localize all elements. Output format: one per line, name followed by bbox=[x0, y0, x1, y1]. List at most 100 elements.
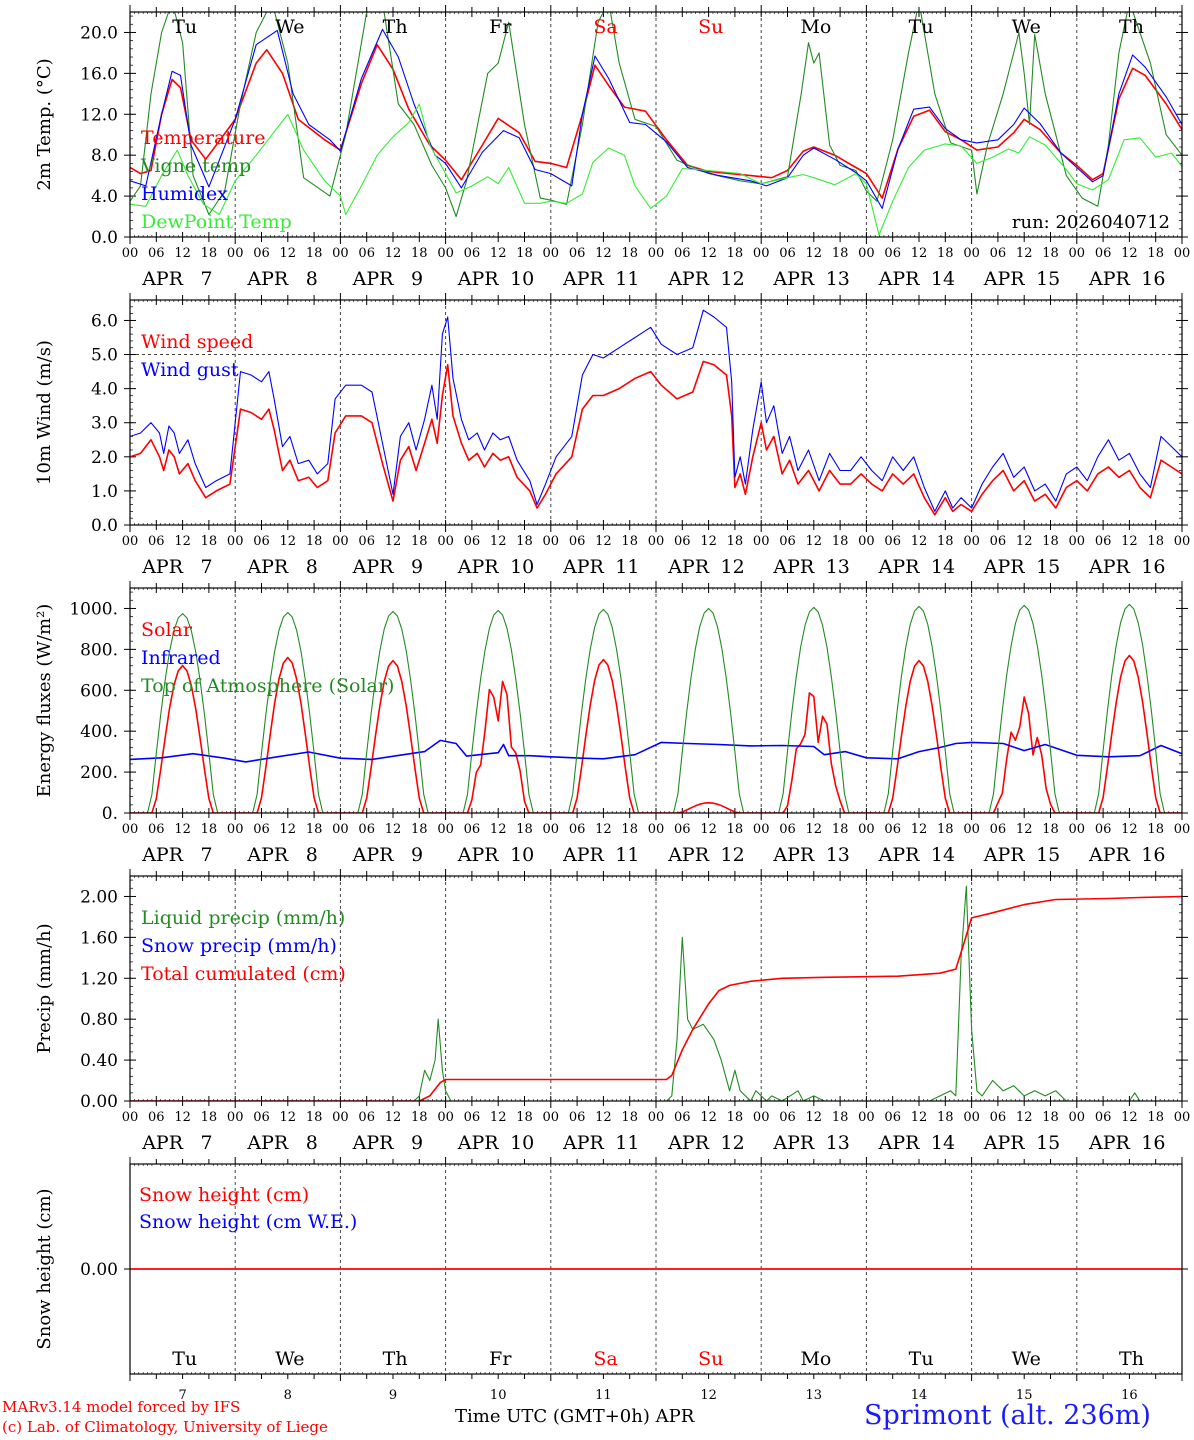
panel-frame bbox=[129, 587, 1183, 814]
hour-tick-label: 18 bbox=[411, 822, 428, 837]
hour-tick-label: 18 bbox=[832, 822, 849, 837]
hour-tick-label: 06 bbox=[990, 246, 1007, 261]
y-tick-label: 1.0 bbox=[91, 482, 118, 502]
hour-tick-label: 06 bbox=[253, 1110, 270, 1125]
y-tick-label: 0.0 bbox=[91, 516, 118, 536]
series-vigne-temp bbox=[130, 12, 1182, 218]
hour-tick-label: 18 bbox=[1042, 246, 1059, 261]
legend-entry: Liquid precip (mm/h) bbox=[141, 907, 345, 929]
weekday-label-bottom: Th bbox=[383, 1348, 408, 1370]
hour-tick-label: 06 bbox=[358, 822, 375, 837]
hour-tick-label: 18 bbox=[516, 1110, 533, 1125]
y-tick-label: 4.0 bbox=[91, 380, 118, 400]
date-day-label: 15 bbox=[1036, 268, 1060, 290]
date-day-label: 7 bbox=[201, 1132, 213, 1154]
hour-tick-label: 18 bbox=[201, 822, 218, 837]
series-group bbox=[130, 603, 1182, 813]
hour-tick-label: 18 bbox=[727, 534, 744, 549]
hour-tick-label: 12 bbox=[700, 822, 717, 837]
date-month-label: APR bbox=[983, 268, 1026, 290]
date-month-label: APR bbox=[878, 556, 921, 578]
date-day-label: 7 bbox=[201, 556, 213, 578]
hour-tick-label: 18 bbox=[621, 534, 638, 549]
bottom-day-number: 13 bbox=[806, 1388, 823, 1403]
date-month-label: APR bbox=[352, 268, 395, 290]
hour-tick-label: 06 bbox=[358, 246, 375, 261]
date-day-label: 8 bbox=[306, 844, 318, 866]
date-month-label: APR bbox=[667, 1132, 710, 1154]
weekday-label-bottom: We bbox=[1012, 1348, 1041, 1370]
weekday-label-bottom: Sa bbox=[593, 1348, 617, 1370]
hour-tick-label: 00 bbox=[437, 822, 454, 837]
date-day-label: 12 bbox=[721, 1132, 745, 1154]
legend-entry: Temperature bbox=[141, 127, 265, 149]
series-wind-speed bbox=[130, 360, 1182, 516]
y-tick-label: 0.40 bbox=[80, 1051, 118, 1071]
series-liquid-precip-mm-h- bbox=[130, 885, 1182, 1101]
hour-tick-label: 00 bbox=[1069, 822, 1086, 837]
series-infrared bbox=[130, 739, 1182, 763]
date-day-label: 12 bbox=[721, 556, 745, 578]
date-month-label: APR bbox=[457, 1132, 500, 1154]
hour-tick-label: 12 bbox=[1121, 822, 1138, 837]
date-month-label: APR bbox=[141, 268, 184, 290]
panel-frame bbox=[129, 11, 1183, 238]
weekday-label-bottom: We bbox=[275, 1348, 304, 1370]
date-day-label: 10 bbox=[510, 556, 534, 578]
hour-tick-label: 18 bbox=[201, 534, 218, 549]
hour-tick-label: 18 bbox=[1147, 822, 1164, 837]
hour-tick-label: 12 bbox=[911, 1110, 928, 1125]
hour-tick-label: 18 bbox=[937, 246, 954, 261]
hour-tick-label: 00 bbox=[858, 246, 875, 261]
panel-frame bbox=[129, 875, 1183, 1102]
hour-tick-label: 00 bbox=[332, 246, 349, 261]
hour-tick-label: 18 bbox=[516, 822, 533, 837]
weekday-label-top: We bbox=[275, 16, 304, 38]
y-tick-label: 8.0 bbox=[91, 146, 118, 166]
date-day-label: 15 bbox=[1036, 1132, 1060, 1154]
date-month-label: APR bbox=[667, 556, 710, 578]
hour-tick-label: 00 bbox=[1069, 534, 1086, 549]
legend-entry: Top of Atmosphere (Solar) bbox=[141, 675, 394, 697]
hour-tick-label: 18 bbox=[727, 1110, 744, 1125]
date-day-label: 15 bbox=[1036, 844, 1060, 866]
hour-tick-label: 06 bbox=[569, 822, 586, 837]
date-month-label: APR bbox=[667, 844, 710, 866]
date-month-label: APR bbox=[772, 556, 815, 578]
weekday-label-top: Th bbox=[1119, 16, 1144, 38]
hour-tick-label: 00 bbox=[437, 246, 454, 261]
time-axis-label: Time UTC (GMT+0h) APR bbox=[455, 1406, 695, 1427]
date-month-label: APR bbox=[246, 556, 289, 578]
y-tick-label: 0.0 bbox=[91, 228, 118, 248]
hour-tick-label: 12 bbox=[174, 534, 191, 549]
date-day-label: 8 bbox=[306, 268, 318, 290]
y-tick-label: 16.0 bbox=[80, 64, 118, 84]
panel-wind bbox=[124, 293, 1188, 532]
date-month-label: APR bbox=[983, 844, 1026, 866]
hour-tick-label: 06 bbox=[358, 1110, 375, 1125]
y-tick-label: 5.0 bbox=[91, 346, 118, 366]
hour-tick-label: 06 bbox=[674, 246, 691, 261]
hour-tick-label: 06 bbox=[884, 246, 901, 261]
hour-tick-label: 12 bbox=[700, 246, 717, 261]
date-day-label: 8 bbox=[306, 556, 318, 578]
y-tick-label: 400. bbox=[80, 722, 118, 742]
hour-tick-label: 18 bbox=[1042, 822, 1059, 837]
hour-tick-label: 12 bbox=[280, 246, 297, 261]
y-tick-label: 12.0 bbox=[80, 105, 118, 125]
series-group bbox=[130, 885, 1182, 1101]
y-tick-label: 2.00 bbox=[80, 887, 118, 907]
hour-tick-label: 00 bbox=[227, 246, 244, 261]
hour-tick-label: 12 bbox=[385, 246, 402, 261]
bottom-day-number: 15 bbox=[1016, 1388, 1033, 1403]
hour-tick-label: 12 bbox=[280, 1110, 297, 1125]
hour-tick-label: 12 bbox=[700, 534, 717, 549]
date-day-label: 10 bbox=[510, 844, 534, 866]
panel-temp bbox=[124, 5, 1188, 244]
hour-tick-label: 06 bbox=[1095, 246, 1112, 261]
date-day-label: 7 bbox=[201, 268, 213, 290]
hour-tick-label: 18 bbox=[621, 822, 638, 837]
date-month-label: APR bbox=[667, 268, 710, 290]
date-month-label: APR bbox=[562, 1132, 605, 1154]
series-top-of-atmosphere-solar- bbox=[130, 603, 1182, 813]
